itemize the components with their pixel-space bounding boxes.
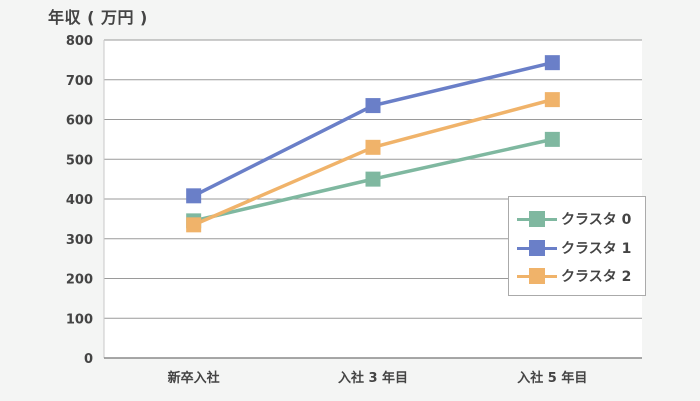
legend-marker-icon [517, 211, 557, 227]
x-axis-categories: 新卒入社 入社 3 年目 入社 5 年目 [168, 370, 588, 386]
series-1 [186, 55, 560, 204]
y-tick-label: 500 [66, 153, 93, 168]
y-tick-label: 100 [66, 312, 93, 327]
legend-item-cluster-0: クラスタ 0 [517, 208, 631, 230]
legend-label: クラスタ 2 [561, 269, 632, 285]
data-point-marker [365, 139, 381, 155]
y-axis-title: 年収 ( 万円 ) [48, 8, 148, 27]
data-point-marker [544, 92, 560, 108]
y-tick-label: 600 [66, 114, 93, 129]
gridlines [103, 39, 642, 359]
y-tick-label: 800 [66, 34, 93, 49]
legend-marker-icon [517, 240, 557, 256]
y-tick-label: 0 [84, 352, 93, 367]
x-category-label: 新卒入社 [168, 370, 220, 386]
series-2 [186, 92, 560, 233]
legend: クラスタ 0 クラスタ 1 クラスタ 2 [508, 196, 646, 296]
data-point-marker [186, 188, 202, 204]
x-category-label: 入社 3 年目 [338, 370, 408, 386]
y-axis-ticks: 0 100 200 300 400 500 600 700 800 [66, 34, 93, 367]
data-point-marker [186, 217, 202, 233]
data-point-marker [544, 55, 560, 71]
legend-item-cluster-2: クラスタ 2 [517, 265, 631, 287]
data-point-marker [365, 98, 381, 114]
series-lines [186, 55, 560, 233]
legend-marker-icon [517, 268, 557, 284]
y-tick-label: 200 [66, 273, 93, 288]
series-0 [186, 131, 560, 229]
data-point-marker [365, 171, 381, 187]
y-tick-label: 300 [66, 233, 93, 248]
legend-label: クラスタ 1 [561, 241, 632, 257]
y-tick-label: 400 [66, 193, 93, 208]
legend-item-cluster-1: クラスタ 1 [517, 237, 631, 259]
data-point-marker [544, 131, 560, 147]
legend-label: クラスタ 0 [561, 212, 632, 228]
y-tick-label: 700 [66, 74, 93, 89]
x-category-label: 入社 5 年目 [517, 370, 587, 386]
